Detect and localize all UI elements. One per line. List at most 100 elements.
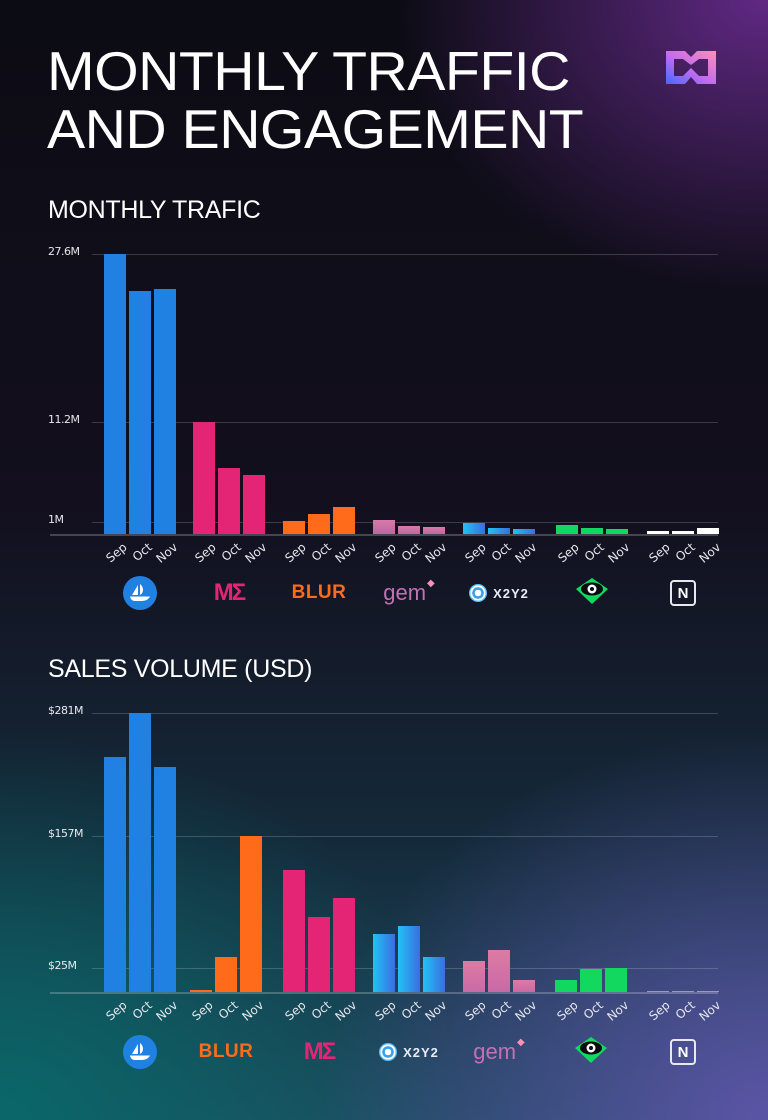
gridline xyxy=(92,836,718,837)
platform-logo-n: N xyxy=(623,1035,743,1069)
x-axis-month-label: Sep xyxy=(462,540,489,566)
x-axis-baseline xyxy=(50,534,718,536)
platform-logo-blur: BLUR xyxy=(166,1035,286,1069)
x-axis-month-label: Sep xyxy=(372,540,399,566)
x-axis-month-label: Nov xyxy=(605,540,632,566)
platform-logo-green-eye xyxy=(531,1035,651,1069)
x-axis-month-label: Oct xyxy=(489,540,514,565)
x2y2-ring-icon xyxy=(469,584,488,602)
x-axis-month-label: Oct xyxy=(489,998,514,1023)
bar-gem-sep xyxy=(463,961,485,992)
gem-diamond-icon: ◆ xyxy=(517,1036,525,1048)
green-eye-diamond-icon xyxy=(574,1036,608,1068)
platform-logo-opensea xyxy=(80,1035,200,1069)
x-axis-month-label: Oct xyxy=(399,998,424,1023)
x-axis-month-label: Sep xyxy=(103,998,130,1024)
bar-gem-oct xyxy=(398,526,420,534)
magiceden-logo-icon: MΣ xyxy=(213,579,246,606)
bar-opensea-nov xyxy=(154,289,176,534)
blur-logo-icon: BLUR xyxy=(198,1041,254,1062)
brand-logo-icon xyxy=(666,51,716,84)
x-axis-month-label: Oct xyxy=(673,998,698,1023)
gem-logo-icon: gem xyxy=(473,1039,517,1064)
x-axis-month-label: Sep xyxy=(646,540,673,566)
x-axis-month-label: Oct xyxy=(130,998,155,1023)
x-axis-month-label: Oct xyxy=(216,998,241,1023)
green-eye-diamond-icon xyxy=(575,577,609,609)
bar-n-oct xyxy=(672,991,694,992)
y-axis-tick-label: 27.6M xyxy=(48,245,80,258)
bar-n-nov xyxy=(697,528,719,534)
bar-x2y2-sep xyxy=(463,523,485,534)
bar-green-eye-nov xyxy=(605,968,627,992)
x2y2-logo-label: X2Y2 xyxy=(493,585,529,601)
x-axis-month-label: Sep xyxy=(554,998,581,1024)
x2y2-ring-icon xyxy=(379,1043,398,1061)
bar-n-nov xyxy=(697,991,719,992)
x-axis-month-label: Oct xyxy=(309,540,334,565)
n-logo-icon: N xyxy=(670,1039,696,1065)
bar-x2y2-nov xyxy=(423,957,445,992)
x-axis-month-label: Sep xyxy=(282,540,309,566)
bar-green-eye-sep xyxy=(555,980,577,992)
x-axis-month-label: Nov xyxy=(242,540,269,566)
bar-opensea-oct xyxy=(129,713,151,992)
bar-blur-oct xyxy=(215,957,237,992)
x-axis-month-label: Nov xyxy=(332,540,359,566)
platform-logo-green-eye xyxy=(532,576,652,610)
bar-green-eye-sep xyxy=(556,525,578,534)
opensea-ship-icon xyxy=(123,576,157,610)
platform-logo-gem: gem ◆ xyxy=(349,576,469,610)
x-axis-month-label: Oct xyxy=(581,998,606,1023)
x-axis-month-label: Oct xyxy=(673,540,698,565)
x-axis-month-label: Oct xyxy=(582,540,607,565)
sales-section-title: SALES VOLUME (USD) xyxy=(48,655,313,683)
bar-x2y2-sep xyxy=(373,934,395,992)
bar-opensea-nov xyxy=(154,767,176,992)
x-axis-month-label: Nov xyxy=(153,998,180,1024)
traffic-platform-logos: MΣ BLUR gem ◆ X2Y2 N xyxy=(0,576,768,616)
x-axis-month-label: Oct xyxy=(309,998,334,1023)
bar-gem-nov xyxy=(513,980,535,992)
bar-blur-sep xyxy=(190,990,212,992)
x-axis-month-label: Oct xyxy=(219,540,244,565)
bar-blur-nov xyxy=(240,836,262,992)
bar-x2y2-oct xyxy=(398,926,420,992)
x-axis-month-label: Oct xyxy=(399,540,424,565)
bar-opensea-sep xyxy=(104,757,126,992)
platform-logo-gem: gem ◆ xyxy=(439,1035,559,1069)
bar-gem-oct xyxy=(488,950,510,992)
x-axis-month-label: Sep xyxy=(555,540,582,566)
bar-n-oct xyxy=(672,531,694,534)
sales-platform-logos: BLUR MΣ X2Y2 gem ◆ N xyxy=(0,1035,768,1075)
x-axis-month-label: Nov xyxy=(239,998,266,1024)
x-axis-month-label: Sep xyxy=(646,998,673,1024)
x-axis-month-label: Nov xyxy=(332,998,359,1024)
y-axis-tick-label: 1M xyxy=(48,513,64,526)
bar-opensea-oct xyxy=(129,291,151,534)
platform-logo-magiceden: MΣ xyxy=(169,576,289,610)
gridline xyxy=(92,254,718,255)
platform-logo-n: N xyxy=(623,576,743,610)
y-axis-tick-label: 11.2M xyxy=(48,413,80,426)
bar-blur-oct xyxy=(308,514,330,534)
x-axis-month-label: Sep xyxy=(282,998,309,1024)
magiceden-logo-icon: MΣ xyxy=(303,1038,336,1065)
bar-blur-nov xyxy=(333,507,355,534)
y-axis-tick-label: $281M xyxy=(48,704,84,717)
x-axis-month-label: Nov xyxy=(153,540,180,566)
platform-logo-magiceden: MΣ xyxy=(259,1035,379,1069)
platform-logo-blur: BLUR xyxy=(259,576,379,610)
bar-magic-eden-oct xyxy=(308,917,330,992)
x-axis-month-label: Sep xyxy=(192,540,219,566)
platform-logo-opensea xyxy=(80,576,200,610)
bar-magic-eden-sep xyxy=(193,422,215,534)
x-axis-month-label: Nov xyxy=(604,998,631,1024)
x-axis-baseline xyxy=(50,992,718,994)
x-axis-month-label: Nov xyxy=(696,540,723,566)
bar-magic-eden-oct xyxy=(218,468,240,534)
platform-logo-x2y2: X2Y2 xyxy=(349,1035,469,1069)
x2y2-logo-label: X2Y2 xyxy=(403,1044,439,1060)
x-axis-month-label: Sep xyxy=(103,540,130,566)
page-title: MONTHLY TRAFFIC AND ENGAGEMENT xyxy=(47,40,584,160)
